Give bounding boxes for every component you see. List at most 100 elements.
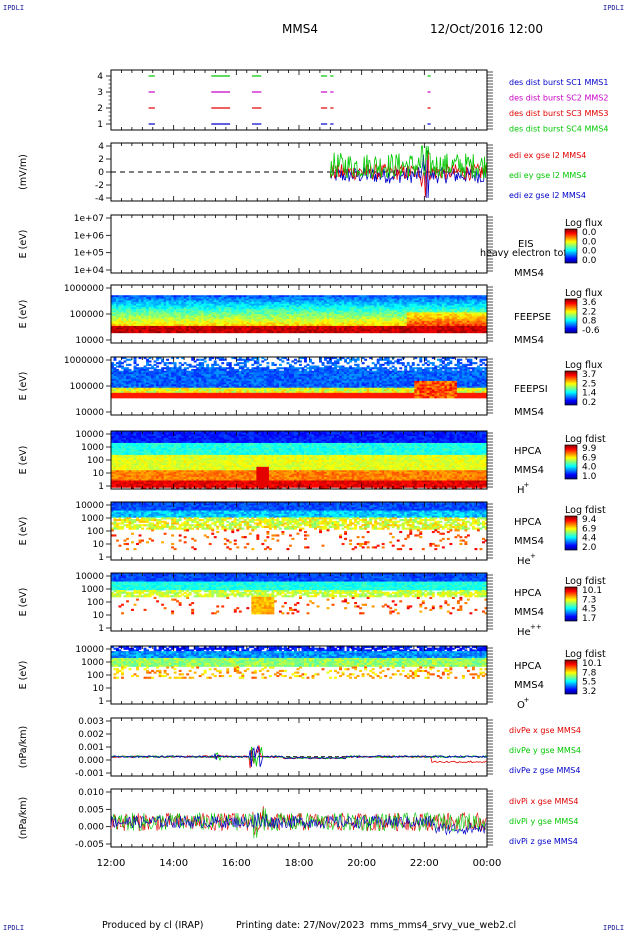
feepse-cell <box>198 308 202 311</box>
feepse-cell <box>386 331 390 334</box>
feepse-cell <box>238 325 242 329</box>
feepse-cell <box>228 300 232 303</box>
feepse-cell <box>326 320 330 323</box>
feepse-cell <box>158 317 162 320</box>
feepse-cell <box>258 329 262 332</box>
feepse-cell <box>296 324 300 327</box>
feepse-cell <box>123 315 127 318</box>
feepse-cell <box>241 303 245 306</box>
feepse-cell <box>283 329 287 332</box>
feepse-cell <box>183 315 187 318</box>
feepse-cell <box>213 325 217 329</box>
feepse-cell <box>143 296 147 300</box>
feepse-cell <box>334 315 337 318</box>
feepse-cell <box>409 331 413 334</box>
feepse-cell <box>389 319 393 322</box>
feepse-cell <box>113 302 117 305</box>
feepse-cell <box>158 319 162 322</box>
feepse-cell <box>228 331 232 334</box>
feepse-cell <box>196 312 200 315</box>
feepse-cell <box>344 295 348 298</box>
feepse-cell <box>243 310 247 313</box>
feepse-cell <box>156 308 160 311</box>
feepse-cell <box>138 315 142 318</box>
feepse-cell <box>248 300 252 303</box>
feepse-cell <box>286 312 290 315</box>
feepse-cell <box>256 303 260 306</box>
feepse-cell <box>288 317 292 320</box>
feepse-cell <box>341 308 345 311</box>
feepse-cell <box>153 320 157 323</box>
feepse-cell <box>329 296 332 300</box>
feepse-cell <box>354 324 358 327</box>
feepse-cell <box>384 324 388 327</box>
feepse-cell <box>156 302 160 305</box>
feepse-cell <box>231 310 235 313</box>
feepse-cell <box>136 303 139 306</box>
feepse-cell <box>276 295 280 298</box>
feepse-cell <box>306 305 310 308</box>
feepse-cell <box>311 325 315 329</box>
feepse-cell <box>361 314 365 317</box>
feepse-cell <box>401 298 405 301</box>
feepse-cell <box>143 307 147 310</box>
feepse-cell <box>168 300 172 303</box>
feepse-cell <box>113 308 117 311</box>
feepse-cell <box>364 327 368 330</box>
feepse-cell <box>186 314 190 317</box>
feepse-cell <box>389 296 393 300</box>
feepse-cell <box>208 314 212 317</box>
feepse-cell <box>341 320 345 323</box>
feepse-cell <box>339 322 343 325</box>
feepse-cell <box>246 308 250 311</box>
feepse-cell <box>273 324 277 327</box>
feepse-cell <box>246 303 250 306</box>
feepse-cell <box>341 324 345 327</box>
feepse-cell <box>156 331 160 334</box>
feepse-cell <box>171 317 175 320</box>
feepse-cell <box>366 327 370 330</box>
feepse-cell <box>359 319 363 322</box>
feepse-cell <box>356 308 360 311</box>
feepse-cell <box>128 310 132 313</box>
feepsi-cell <box>176 396 180 399</box>
feepse-cell <box>263 317 267 320</box>
feepse-cell <box>356 319 360 322</box>
feepse-cell <box>293 296 297 300</box>
feepse-cell <box>263 302 267 305</box>
feepse-cell <box>278 305 282 308</box>
feepse-cell <box>361 329 365 332</box>
feepse-cell <box>271 308 275 311</box>
feepsi-cell <box>198 358 202 361</box>
feepse-cell <box>404 322 408 325</box>
feepse-cell <box>186 331 190 334</box>
feepse-cell <box>193 303 197 306</box>
feepse-cell <box>243 329 247 332</box>
feepse-cell <box>291 329 295 332</box>
feepse-cell <box>376 307 380 310</box>
feepse-cell <box>311 308 315 311</box>
feepse-cell <box>228 295 232 298</box>
feepse-cell <box>361 324 365 327</box>
feepse-cell <box>411 303 415 306</box>
feepse-cell <box>251 319 255 322</box>
feepse-cell <box>376 320 380 323</box>
feepse-cell <box>111 325 114 329</box>
feepse-cell <box>273 310 277 313</box>
feepse-cell <box>321 303 325 306</box>
feepse-cell <box>309 315 312 318</box>
feepse-cell <box>381 312 385 315</box>
feepse-cell <box>163 317 167 320</box>
feepse-cell <box>414 298 418 301</box>
feepse-cell <box>361 307 365 310</box>
feepse-cell <box>391 302 395 305</box>
feepse-cell <box>334 317 337 320</box>
feepse-cell <box>131 314 134 317</box>
feepse-cell <box>336 302 340 305</box>
feepse-cell <box>113 325 117 329</box>
feepse-cell <box>389 329 393 332</box>
feepse-cell <box>213 298 217 301</box>
feepse-cell <box>243 319 247 322</box>
feepsi-cell <box>198 396 202 399</box>
feepse-cell <box>243 322 247 325</box>
